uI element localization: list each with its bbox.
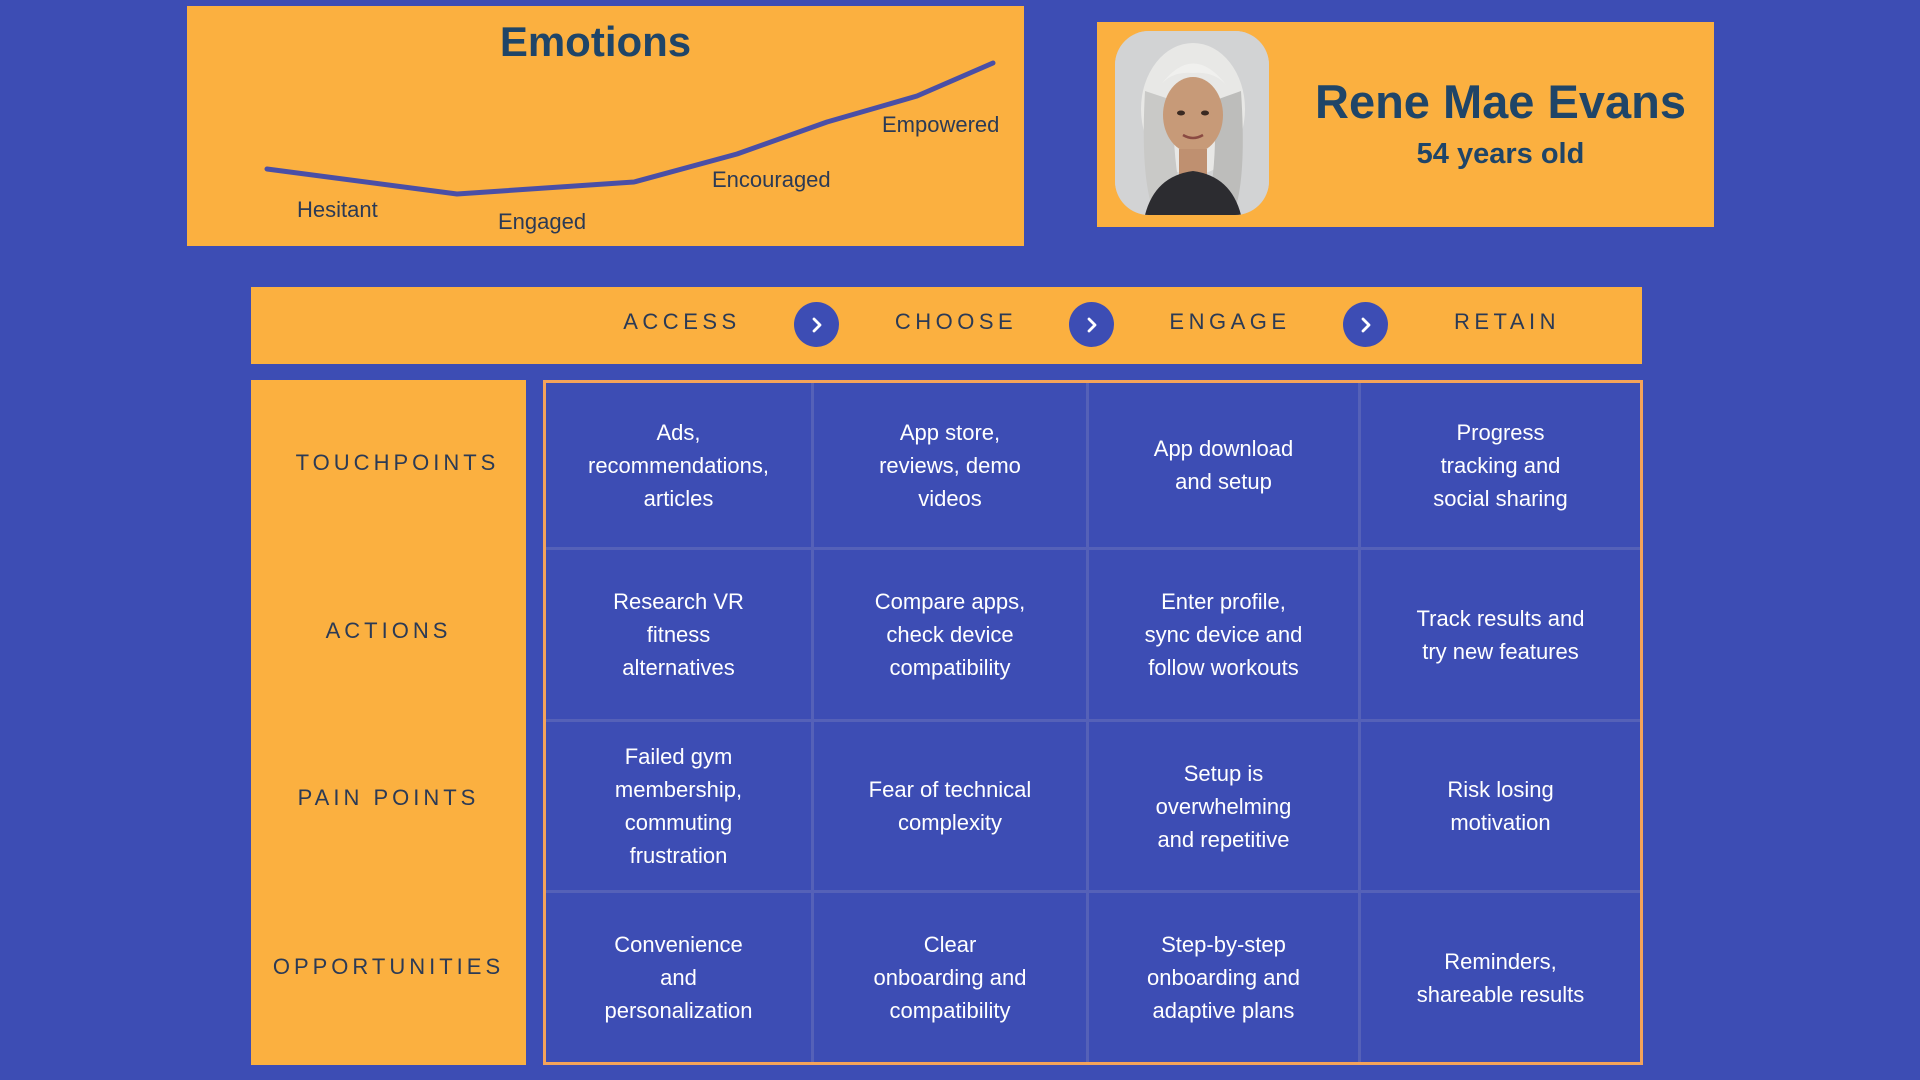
stage-access: ACCESS [623, 309, 741, 334]
chevron-right-icon [1343, 302, 1388, 347]
row-headers: TOUCHPOINTS ACTIONS PAIN POINTS OPPORTUN… [251, 380, 526, 1065]
grid-cell: App store, reviews, demo videos [814, 383, 1089, 550]
row-label-pain-points: PAIN POINTS [297, 785, 480, 810]
row-label-touchpoints: TOUCHPOINTS [295, 450, 500, 475]
journey-grid: Ads, recommendations, articles App store… [543, 380, 1643, 1065]
emotions-chart: Hesitant Engaged Encouraged Empowered [264, 60, 999, 234]
emotion-label-empowered: Empowered [882, 112, 999, 137]
grid-cell: Reminders, shareable results [1416, 948, 1585, 1007]
emotion-curve [264, 60, 996, 197]
stage-retain: RETAIN [1453, 309, 1561, 334]
person-photo-icon [1115, 31, 1269, 215]
grid-cell: Enter profile, sync device and follow wo… [1089, 550, 1361, 722]
journey-stages-bar: ACCESS CHOOSE ENGAGE RETAIN [251, 287, 1642, 364]
grid-cell: Step-by-step onboarding and adaptive pla… [1089, 893, 1361, 1062]
persona-age: 54 years old [1416, 138, 1585, 170]
emotion-label-encouraged: Encouraged [712, 167, 831, 192]
chevron-right-icon [1069, 302, 1114, 347]
grid-cell: Fear of technical complexity [814, 722, 1089, 893]
emotion-label-hesitant: Hesitant [297, 197, 378, 222]
persona-name: Rene Mae Evans [1315, 75, 1686, 128]
persona-card: Rene Mae Evans 54 years old [1097, 22, 1714, 227]
grid-cell: App download and setup [1089, 383, 1361, 550]
stage-choose: CHOOSE [894, 309, 1018, 334]
grid-cell: Ads, recommendations, articles [546, 383, 814, 550]
chevron-right-icon [794, 302, 839, 347]
emotions-title: Emotions [499, 18, 692, 65]
grid-cell: Research VR fitness alternatives [546, 550, 814, 722]
row-label-actions: ACTIONS [325, 618, 452, 643]
stage-engage: ENGAGE [1169, 309, 1291, 334]
grid-cell: Track results and try new features [1361, 550, 1640, 722]
emotions-panel: Emotions Hesitant Engaged Encouraged Emp… [187, 6, 1024, 246]
row-label-opportunities: OPPORTUNITIES [272, 954, 505, 979]
grid-cell: Convenience and personalization [546, 893, 814, 1062]
grid-cell: Clear onboarding and compatibility [814, 893, 1089, 1062]
grid-cell: Failed gym membership, commuting frustra… [546, 722, 814, 893]
grid-cell: Risk losing motivation [1361, 722, 1640, 893]
grid-cell: Setup is overwhelming and repetitive [1089, 722, 1361, 893]
emotion-label-engaged: Engaged [498, 209, 586, 234]
grid-cell: Compare apps, check device compatibility [814, 550, 1089, 722]
grid-cell: Progress tracking and social sharing [1361, 383, 1640, 550]
